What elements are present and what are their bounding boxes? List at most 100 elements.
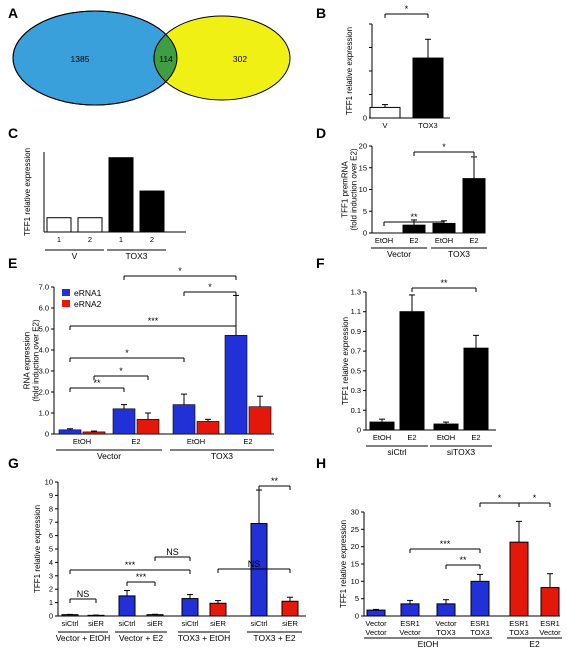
panel-h-group-label: EtOH (418, 639, 439, 649)
panel-h-category-label: TOX3 (436, 628, 455, 637)
panel-b-y-label: TFF1 relative expression (345, 27, 354, 115)
panel-e-y-tick-label: 0 (45, 430, 49, 439)
panel-e-legend-swatch-erna1 (62, 289, 70, 296)
panel-g-group-label: Vector + E2 (119, 633, 163, 643)
panel-c-bar (108, 157, 134, 233)
panel-h-y-tick-label: 0 (355, 612, 359, 621)
panel-e-y-label: (fold induction over E2) (32, 319, 41, 402)
panel-d-category-label: EtOH (435, 236, 453, 245)
panel-e-sig-label: * (178, 266, 182, 276)
panel-e-group-label: Vector (97, 451, 121, 461)
panel-letter-e: E (8, 255, 17, 271)
panel-h-category-label: ESR1 (400, 619, 420, 628)
panel-h-bar (509, 541, 529, 617)
panel-f-y-tick-label: 0.9 (351, 327, 361, 336)
panel-e-bar-erna1 (172, 404, 196, 435)
panel-h-category-label: ESR1 (540, 619, 560, 628)
panel-e-group-label: TOX3 (211, 451, 233, 461)
panel-f-sig-label: ** (440, 278, 448, 288)
panel-c-y-label: TFF1 relative expression (23, 148, 32, 236)
panel-e-category-label: EtOH (73, 437, 91, 446)
panel-g-y-tick-label: 5 (49, 545, 53, 554)
panel-e-bar-erna1 (224, 334, 248, 435)
panel-d-y-label: (fold induction over E2) (350, 148, 359, 231)
panel-d-y-tick-label: 20 (359, 142, 367, 151)
panel-g-y-tick-label: 0 (49, 612, 53, 621)
panel-f-bar (463, 347, 489, 431)
panel-d-category-label: E2 (409, 236, 418, 245)
panel-g-group-label: TOX3 + E2 (253, 633, 295, 643)
panel-f-bar (369, 421, 395, 431)
panel-b-category-label: V (382, 121, 387, 130)
panel-d-sig-label: * (442, 142, 446, 152)
panel-c-group-label: TOX3 (125, 251, 147, 261)
panel-g-bar (250, 523, 268, 617)
panel-g-y-tick-label: 7 (49, 518, 53, 527)
panel-e-y-tick-label: 2.0 (39, 388, 49, 397)
panel-e-y-tick-label: 5.0 (39, 325, 49, 334)
panel-c-bar (139, 190, 165, 233)
venn-overlap-region (153, 15, 177, 101)
panel-letter-h: H (316, 455, 326, 471)
panel-f-group-label: siTOX3 (447, 447, 475, 457)
panel-c-y-label-group: TFF1 relative expression (23, 148, 32, 236)
panel-d-y-tick-label: 10 (359, 185, 367, 194)
panel-g-sig-label: NS (166, 547, 179, 557)
panel-e-sig-label: *** (148, 316, 159, 326)
panel-f-bar (433, 423, 459, 431)
panel-e-category-label: E2 (131, 437, 140, 446)
panel-g-group-label: TOX3 + EtOH (178, 633, 231, 643)
panel-e-sig-label: * (125, 348, 129, 358)
panel-e-sig-label: ** (93, 378, 101, 388)
panel-g-y-tick-label: 2 (49, 585, 53, 594)
panel-b-sig-label: * (405, 4, 409, 14)
venn-left-set (12, 10, 178, 106)
panel-g-y-tick-label: 10 (45, 478, 53, 487)
panel-e-legend-label: eRNA2 (74, 299, 102, 309)
panel-d-y-tick-label: 15 (359, 163, 367, 172)
panel-e-legend-label: eRNA1 (74, 288, 102, 298)
panel-g-y-tick-label: 1 (49, 598, 53, 607)
panel-e-sig-label: * (208, 282, 212, 292)
panel-g-sig-label: NS (77, 589, 90, 599)
panel-h-bar (436, 603, 456, 617)
panel-e-bar-erna2 (196, 421, 220, 435)
panel-h-category-label: ESR1 (470, 619, 490, 628)
panel-h-y-tick-label: 10 (351, 577, 359, 586)
panel-h-category-label: TOX3 (509, 628, 528, 637)
panel-g-category-label: siCtrl (61, 619, 78, 628)
panel-h-group-label: E2 (529, 639, 540, 649)
panel-g-category-label: siER (88, 619, 104, 628)
panel-h-category-label: Vector (435, 619, 457, 628)
panel-f-y-tick-label: 0.3 (351, 386, 361, 395)
panel-d-group-label: Vector (387, 249, 411, 259)
panel-e-bar-erna2 (136, 418, 160, 435)
panel-g-category-label: siCtrl (250, 619, 267, 628)
panel-h-category-label: Vector (365, 619, 387, 628)
panel-e-sig-label: * (119, 366, 123, 376)
panel-h-bar (540, 587, 560, 617)
panel-f-y-tick-label: 0.1 (351, 406, 361, 415)
panel-g-bar (281, 600, 299, 617)
panel-b-bar (412, 57, 444, 119)
panel-h-category-label: Vector (399, 628, 421, 637)
panel-e-y-tick-label: 3.0 (39, 367, 49, 376)
panel-h-y-tick-label: 30 (351, 508, 359, 517)
panel-h-y-label-group: TFF1 relative expression (339, 520, 348, 608)
panel-g-category-label: siER (210, 619, 226, 628)
panel-h-y-tick-label: 15 (351, 560, 359, 569)
panel-h-y-tick-label: 20 (351, 542, 359, 551)
panel-e-legend-swatch-erna2 (62, 300, 70, 307)
panel-letter-a: A (8, 5, 18, 21)
panel-letter-g: G (8, 455, 19, 471)
panel-h-bar (470, 580, 490, 617)
panel-h-category-label: Vector (365, 628, 387, 637)
panel-d-y-label-group: TFF1 premRNA (fold induction over E2) (341, 148, 359, 231)
panel-g-category-label: siER (147, 619, 163, 628)
panel-f-category-label: E2 (407, 433, 416, 442)
panel-f-y-tick-label: 0.7 (351, 347, 361, 356)
panel-f-group-label: siCtrl (387, 447, 406, 457)
panel-f-y-tick-label: 1.3 (351, 288, 361, 297)
panel-letter-c: C (8, 125, 18, 141)
